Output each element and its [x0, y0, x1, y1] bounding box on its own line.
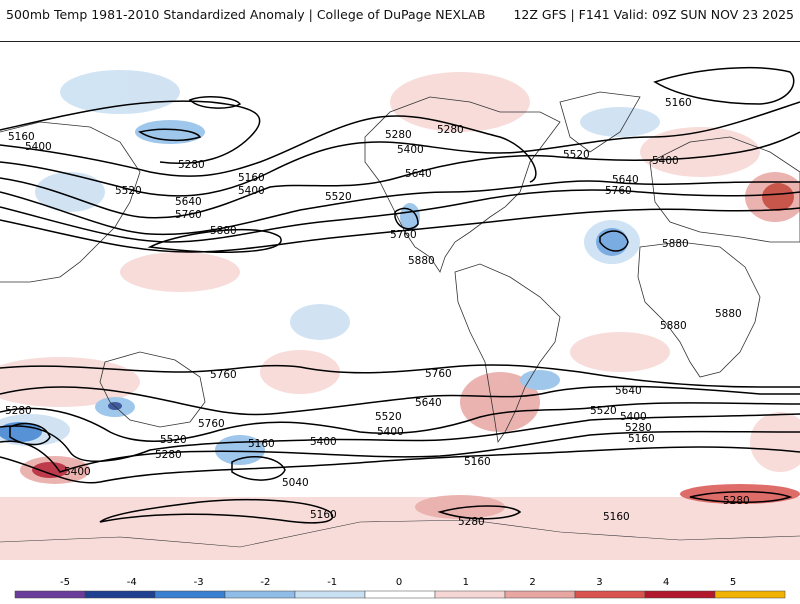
colorbar-tick-label: -1 [327, 577, 337, 588]
contour-label: 5160 [603, 511, 630, 523]
contour-label: 5280 [625, 422, 652, 434]
contour-label: 5280 [723, 495, 750, 507]
contour-label: 5880 [660, 320, 687, 332]
contour-label: 5640 [415, 397, 442, 409]
map-panel: 5160 5400 5280 5160 5400 5520 5640 5760 … [0, 41, 800, 561]
colorbar-tick-label: 5 [730, 577, 736, 588]
contour-label: 5160 [464, 456, 491, 468]
contour-label: 5280 [385, 129, 412, 141]
contour-label: 5280 [155, 449, 182, 461]
model-run-info: 12Z GFS | F141 Valid: 09Z SUN NOV 23 202… [513, 7, 794, 22]
north-america-outline [364, 96, 561, 273]
colorbar-segment [574, 590, 646, 599]
contour-label: 5640 [175, 196, 202, 208]
contour-label: 5280 [437, 124, 464, 136]
map-title: 500mb Temp 1981-2010 Standardized Anomal… [6, 7, 486, 22]
contour-label: 5520 [160, 434, 187, 446]
colorbar-tick-label: 1 [463, 577, 469, 588]
contour-label: 5400 [620, 411, 647, 423]
contour-label: 5280 [5, 405, 32, 417]
contour-label: 5640 [405, 168, 432, 180]
contour-label: 5160 [310, 509, 337, 521]
contour-label: 5400 [25, 141, 52, 153]
contour-label: 5160 [248, 438, 275, 450]
colorbar-segment [714, 590, 786, 599]
colorbar-svg: -5 -4 -3 -2 -1 0 1 2 3 4 5 [14, 577, 786, 599]
colorbar-segment [84, 590, 156, 599]
colorbar-segment [294, 590, 366, 599]
height-contours [0, 66, 800, 524]
contour-label: 5520 [375, 411, 402, 423]
colorbar-tick-label: -5 [60, 577, 70, 588]
contour-label: 5400 [64, 466, 91, 478]
contour-label: 5400 [238, 185, 265, 197]
contour-label: 5160 [628, 433, 655, 445]
contour-label: 5520 [590, 405, 617, 417]
contour-label: 5760 [210, 369, 237, 381]
contour-labels: 5160 5400 5280 5160 5400 5520 5640 5760 … [5, 97, 750, 528]
colorbar-segment [154, 590, 226, 599]
header: 500mb Temp 1981-2010 Standardized Anomal… [0, 0, 800, 40]
contour-label: 5640 [612, 174, 639, 186]
colorbar-segment [224, 590, 296, 599]
colorbar-tick-label: 3 [596, 577, 602, 588]
colorbar-tick-label: 2 [529, 577, 535, 588]
colorbar-tick-label: -2 [260, 577, 270, 588]
contour-label: 5520 [563, 149, 590, 161]
colorbar-segments [14, 590, 786, 599]
cold-anomaly-atlantic [596, 228, 628, 256]
contour-label: 5160 [665, 97, 692, 109]
contour-label: 5400 [310, 436, 337, 448]
contour-label: 5760 [605, 185, 632, 197]
asia-outline [0, 121, 141, 283]
contour-label: 5880 [662, 238, 689, 250]
greenland-outline [559, 91, 641, 153]
warm-anomaly-s-ocean [680, 484, 800, 504]
contour-label: 5160 [238, 172, 265, 184]
contour-label: 5520 [115, 185, 142, 197]
colorbar-segment [434, 590, 506, 599]
colorbar-tick-label: 4 [663, 577, 669, 588]
colorbar-tick-label: -3 [194, 577, 204, 588]
southern-warm-band [0, 497, 800, 560]
anomaly-shading [0, 70, 800, 560]
colorbar-tick-label: -4 [127, 577, 137, 588]
contour-label: 5880 [210, 225, 237, 237]
contour-label: 5760 [175, 209, 202, 221]
contour-label: 5400 [652, 155, 679, 167]
contour-label: 5400 [397, 144, 424, 156]
contour-label: 5880 [715, 308, 742, 320]
contour-label: 5760 [198, 418, 225, 430]
contour-label: 5400 [377, 426, 404, 438]
colorbar-segment [364, 590, 436, 599]
colorbar-segment [644, 590, 716, 599]
contour-label: 5160 [8, 131, 35, 143]
antarctica-outline [0, 519, 800, 548]
contour-label: 5640 [615, 385, 642, 397]
contour-label: 5280 [178, 159, 205, 171]
contour-label: 5520 [325, 191, 352, 203]
colorbar-segment [504, 590, 576, 599]
contour-label: 5760 [390, 229, 417, 241]
colorbar-ticks: -5 -4 -3 -2 -1 0 1 2 3 4 5 [60, 577, 736, 588]
warm-anomaly-south [32, 462, 68, 478]
australia-outline [99, 351, 206, 428]
anomaly-map: 5160 5400 5280 5160 5400 5520 5640 5760 … [0, 66, 800, 560]
colorbar: -5 -4 -3 -2 -1 0 1 2 3 4 5 [0, 560, 800, 600]
contour-label: 5280 [458, 516, 485, 528]
europe-outline [649, 136, 800, 243]
contour-label: 5760 [425, 368, 452, 380]
colorbar-tick-label: 0 [396, 577, 402, 588]
contour-label: 5040 [282, 477, 309, 489]
colorbar-segment [14, 590, 86, 599]
africa-outline [637, 241, 761, 378]
contour-label: 5880 [408, 255, 435, 267]
